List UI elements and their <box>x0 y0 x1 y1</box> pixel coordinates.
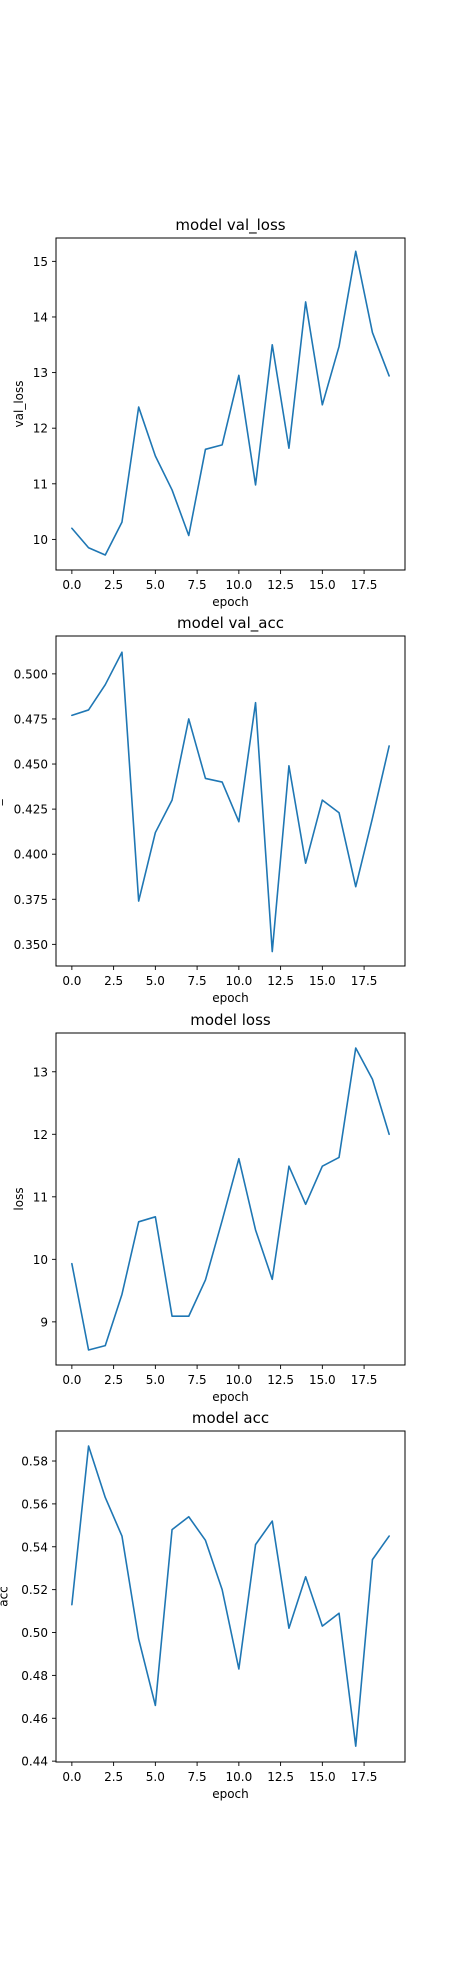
y-tick-label: 0.54 <box>21 1540 48 1554</box>
x-tick-label: 7.5 <box>188 1770 207 1784</box>
x-tick-label: 15.0 <box>309 578 336 592</box>
chart-title: model val_loss <box>175 216 285 235</box>
chart-title: model loss <box>190 1011 271 1029</box>
plot-frame <box>55 237 406 571</box>
x-tick-label: 2.5 <box>104 1770 123 1784</box>
x-tick-label: 2.5 <box>104 578 123 592</box>
y-axis-label: loss <box>12 1187 26 1210</box>
x-tick-label: 17.5 <box>351 578 378 592</box>
series-line <box>71 651 390 953</box>
y-tick-label: 12 <box>33 1128 48 1142</box>
y-tick-label: 0.56 <box>21 1497 48 1511</box>
y-tick-label: 9 <box>40 1315 48 1329</box>
x-tick-label: 2.5 <box>104 1373 123 1387</box>
x-tick-label: 2.5 <box>104 974 123 988</box>
x-tick-label: 12.5 <box>267 974 294 988</box>
chart-panel: model loss 0.0 2.5 5.0 7.5 10.0 12.5 15.0 17.5 9 1… <box>12 1011 406 1404</box>
x-tick-label: 10.0 <box>225 1373 252 1387</box>
y-axis-label: val_loss <box>12 381 26 428</box>
chart-title: model acc <box>192 1409 269 1427</box>
y-tick-label: 0.58 <box>21 1455 48 1469</box>
x-tick-label: 15.0 <box>309 1770 336 1784</box>
chart-panel: model acc 0.0 2.5 5.0 7.5 10.0 12.5 15.0 17.5 0.4… <box>0 1409 406 1801</box>
y-tick-label: 0.48 <box>21 1669 48 1683</box>
x-tick-label: 17.5 <box>351 1373 378 1387</box>
y-tick-label: 15 <box>33 255 48 269</box>
x-tick-label: 7.5 <box>188 578 207 592</box>
y-tick-label: 13 <box>33 1065 48 1079</box>
series-line <box>71 250 390 556</box>
y-tick-label: 0.44 <box>21 1755 48 1769</box>
x-tick-label: 5.0 <box>146 578 165 592</box>
x-tick-label: 15.0 <box>309 974 336 988</box>
x-tick-label: 17.5 <box>351 974 378 988</box>
chart-panel: model val_acc 0.0 2.5 5.0 7.5 10.0 12.5 15.0 17.… <box>0 614 406 1005</box>
x-tick-label: 12.5 <box>267 1373 294 1387</box>
y-tick-label: 14 <box>33 310 48 324</box>
x-tick-label: 0.0 <box>62 578 81 592</box>
x-axis-label: epoch <box>212 595 249 609</box>
y-tick-label: 0.475 <box>14 712 48 726</box>
plot-frame <box>55 1032 406 1366</box>
series-line <box>71 1047 390 1351</box>
x-tick-label: 15.0 <box>309 1373 336 1387</box>
y-tick-label: 0.350 <box>14 938 48 952</box>
y-tick-label: 0.425 <box>14 803 48 817</box>
x-tick-label: 0.0 <box>62 1770 81 1784</box>
x-tick-label: 5.0 <box>146 1373 165 1387</box>
y-tick-label: 10 <box>33 1253 48 1267</box>
x-axis-label: epoch <box>212 1787 249 1801</box>
y-tick-label: 0.50 <box>21 1626 48 1640</box>
x-tick-label: 12.5 <box>267 578 294 592</box>
chart-title: model val_acc <box>177 614 284 633</box>
x-tick-label: 7.5 <box>188 1373 207 1387</box>
y-tick-label: 13 <box>33 366 48 380</box>
y-tick-label: 0.450 <box>14 758 48 772</box>
y-tick-label: 12 <box>33 422 48 436</box>
y-tick-label: 0.52 <box>21 1583 48 1597</box>
plot-frame <box>55 1430 406 1763</box>
x-tick-label: 0.0 <box>62 1373 81 1387</box>
x-tick-label: 5.0 <box>146 974 165 988</box>
plot-frame <box>55 635 406 967</box>
y-tick-label: 0.500 <box>14 667 48 681</box>
x-axis-label: epoch <box>212 1390 249 1404</box>
x-tick-label: 12.5 <box>267 1770 294 1784</box>
y-axis-label: acc <box>0 1586 11 1607</box>
x-tick-label: 10.0 <box>225 1770 252 1784</box>
x-tick-label: 17.5 <box>351 1770 378 1784</box>
y-tick-label: 10 <box>33 533 48 547</box>
series-line <box>71 1445 390 1747</box>
y-tick-label: 11 <box>33 1190 48 1204</box>
x-axis-label: epoch <box>212 991 249 1005</box>
x-tick-label: 10.0 <box>225 578 252 592</box>
y-tick-label: 11 <box>33 477 48 491</box>
x-tick-label: 10.0 <box>225 974 252 988</box>
y-tick-label: 0.46 <box>21 1712 48 1726</box>
y-axis-label: val_acc <box>0 779 3 823</box>
x-tick-label: 7.5 <box>188 974 207 988</box>
chart-panel: model val_loss 0.0 2.5 5.0 7.5 10.0 12.5 15.0 17… <box>12 216 406 609</box>
y-tick-label: 0.375 <box>14 893 48 907</box>
x-tick-label: 5.0 <box>146 1770 165 1784</box>
x-tick-label: 0.0 <box>62 974 81 988</box>
y-tick-label: 0.400 <box>14 848 48 862</box>
